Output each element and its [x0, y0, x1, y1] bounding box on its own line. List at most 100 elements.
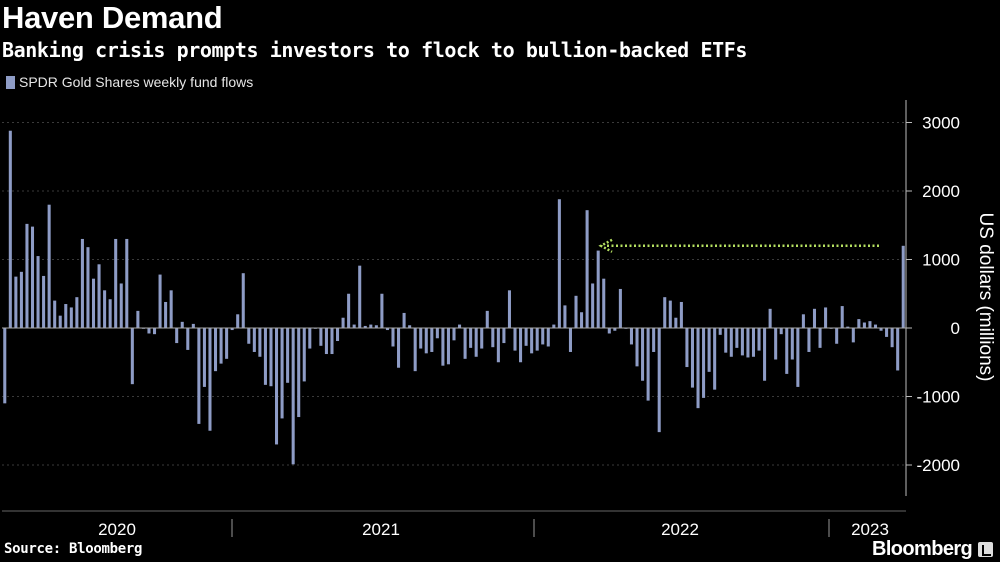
bar — [779, 328, 783, 335]
bar — [713, 328, 717, 390]
bloomberg-mark-icon — [978, 542, 994, 557]
bar — [469, 328, 473, 348]
bar — [391, 328, 395, 347]
bar — [213, 328, 218, 372]
bar — [807, 328, 811, 352]
bar — [97, 264, 101, 328]
bar — [574, 295, 578, 328]
bar — [413, 328, 417, 372]
bar — [186, 328, 190, 350]
y-tick-label: 2000 — [922, 182, 960, 201]
bar — [69, 307, 73, 328]
bar — [336, 328, 340, 342]
bar — [114, 238, 118, 328]
bar — [380, 293, 384, 328]
bar — [513, 328, 517, 351]
bar — [785, 328, 789, 374]
bar — [763, 328, 767, 381]
bar — [679, 301, 683, 328]
legend: SPDR Gold Shares weekly fund flows — [6, 74, 253, 90]
y-tick-label: 1000 — [922, 251, 960, 270]
y-tick-label: -2000 — [917, 456, 960, 475]
bar — [563, 305, 567, 328]
bar — [613, 328, 617, 331]
bar — [286, 328, 290, 383]
bar — [835, 328, 839, 344]
bar — [596, 250, 600, 328]
bar — [857, 319, 861, 328]
bar — [879, 328, 883, 331]
y-tick-label: 3000 — [922, 114, 960, 133]
bar — [740, 328, 744, 356]
bar — [19, 271, 23, 328]
bar — [474, 328, 478, 357]
bar — [668, 300, 672, 328]
y-tick-label: 0 — [951, 319, 960, 338]
bar — [530, 328, 534, 354]
x-tick-label: 2022 — [661, 520, 699, 539]
bar — [241, 273, 245, 328]
bar — [14, 276, 18, 328]
bar — [718, 328, 722, 335]
bar — [130, 328, 134, 385]
bar — [446, 328, 450, 365]
bar — [496, 328, 500, 363]
bar — [546, 328, 550, 347]
bar — [818, 328, 822, 348]
bar — [541, 328, 545, 345]
bar — [663, 297, 667, 328]
bar — [635, 328, 639, 367]
bar — [25, 223, 29, 328]
bar — [341, 317, 345, 328]
bar — [652, 328, 656, 352]
source-note: Source: Bloomberg — [4, 541, 143, 557]
bar — [225, 328, 229, 359]
bar — [119, 283, 123, 328]
bar — [768, 308, 772, 328]
bar — [790, 328, 794, 360]
bar — [502, 328, 506, 344]
bar — [402, 312, 406, 328]
bar — [757, 328, 761, 351]
bar — [103, 290, 107, 328]
bar — [724, 328, 728, 353]
bar — [707, 328, 711, 372]
bar — [568, 328, 572, 352]
bar — [641, 328, 645, 381]
bar — [885, 328, 889, 337]
bar — [125, 238, 129, 328]
bar — [851, 328, 855, 343]
bar — [324, 328, 328, 355]
bar — [197, 328, 201, 424]
bar — [169, 290, 173, 328]
bar — [629, 328, 633, 345]
bar — [535, 328, 539, 351]
bar — [840, 306, 844, 328]
bar — [230, 328, 234, 331]
bar — [796, 328, 800, 387]
bar — [158, 274, 162, 328]
bar — [646, 328, 650, 401]
bar — [202, 328, 206, 387]
bar — [452, 328, 456, 341]
brand-label: Bloomberg — [872, 538, 973, 560]
bar — [47, 204, 51, 328]
y-tick-label: -1000 — [917, 388, 960, 407]
bar — [801, 314, 805, 328]
bar — [302, 328, 306, 382]
bar — [42, 275, 46, 328]
bar — [3, 328, 7, 404]
chart-title: Haven Demand — [2, 0, 223, 35]
bar — [602, 278, 606, 328]
bar — [674, 317, 678, 328]
bar — [36, 256, 40, 328]
bar — [696, 328, 700, 409]
bar — [591, 283, 595, 328]
bar — [774, 328, 778, 360]
bar — [374, 325, 378, 328]
bar — [690, 328, 695, 388]
bar — [75, 297, 79, 328]
x-tick-label: 2020 — [98, 520, 136, 539]
bar — [657, 328, 661, 433]
